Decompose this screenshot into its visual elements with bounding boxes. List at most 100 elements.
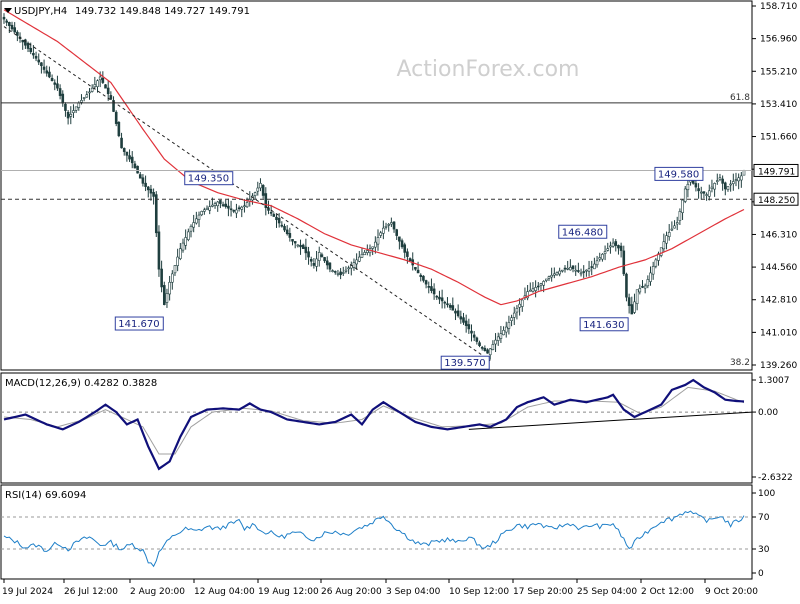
dropdown-triangle-icon[interactable] bbox=[4, 8, 12, 13]
price-tick-label: 156.960 bbox=[760, 35, 797, 45]
price-tag-label: 148.250 bbox=[758, 196, 795, 206]
candle-up bbox=[331, 270, 334, 272]
candle-down bbox=[26, 42, 30, 49]
candle-down bbox=[299, 244, 302, 248]
candle-up bbox=[547, 276, 551, 279]
candle-up bbox=[200, 211, 203, 216]
candle-down bbox=[16, 31, 19, 36]
candle-down bbox=[571, 265, 575, 270]
candle-down bbox=[614, 241, 618, 246]
candle-up bbox=[528, 289, 532, 292]
candle-up bbox=[235, 209, 238, 214]
candle-down bbox=[160, 268, 163, 288]
candle-up bbox=[384, 225, 388, 228]
candle-up bbox=[69, 113, 73, 117]
candle-down bbox=[130, 156, 134, 164]
candle-down bbox=[392, 221, 396, 230]
fib-61-8-label: 61.8 bbox=[730, 93, 750, 103]
time-tick-label: 17 Sep 20:00 bbox=[513, 587, 573, 597]
price-panel-frame bbox=[0, 0, 753, 371]
candle-down bbox=[237, 207, 241, 210]
candle-down bbox=[304, 246, 308, 254]
candle-up bbox=[74, 106, 78, 111]
candle-up bbox=[638, 288, 642, 293]
candle-up bbox=[213, 203, 217, 206]
candle-down bbox=[440, 297, 444, 302]
macd-line bbox=[3, 378, 745, 471]
candle-up bbox=[539, 283, 543, 286]
macd-tick-label: -2.6322 bbox=[758, 473, 793, 483]
candle-up bbox=[707, 190, 711, 197]
candle-up bbox=[545, 278, 548, 281]
candle-down bbox=[630, 304, 634, 315]
candle-down bbox=[13, 27, 16, 33]
callout-label: 141.670 bbox=[118, 319, 159, 330]
candle-down bbox=[53, 82, 57, 85]
candle-down bbox=[408, 258, 412, 262]
price-tick-label: 151.660 bbox=[760, 133, 797, 143]
candle-down bbox=[536, 285, 540, 288]
candle-up bbox=[379, 232, 382, 236]
candle-up bbox=[558, 270, 561, 275]
candle-down bbox=[229, 208, 233, 211]
candle-up bbox=[683, 188, 687, 202]
candle-down bbox=[122, 148, 126, 152]
candle-up bbox=[502, 330, 505, 336]
candle-up bbox=[347, 267, 350, 270]
candle-down bbox=[432, 288, 436, 295]
candle-up bbox=[165, 293, 169, 303]
rsi-panel-title: RSI(14) 69.6094 bbox=[5, 490, 86, 501]
candle-down bbox=[157, 231, 161, 270]
candle-up bbox=[726, 186, 730, 190]
candle-up bbox=[82, 97, 86, 99]
candle-down bbox=[56, 83, 59, 89]
candle-down bbox=[400, 240, 404, 248]
candle-up bbox=[646, 279, 650, 287]
candle-up bbox=[729, 183, 732, 186]
level-price-tag: 148.250 bbox=[753, 192, 799, 206]
candle-up bbox=[98, 76, 102, 81]
candle-down bbox=[32, 53, 35, 56]
candle-up bbox=[585, 269, 588, 272]
candle-down bbox=[333, 271, 337, 273]
candle-up bbox=[606, 248, 610, 251]
macd-tick-label: 1.3007 bbox=[758, 376, 790, 386]
time-tick-label: 12 Aug 04:00 bbox=[194, 587, 255, 597]
candle-up bbox=[355, 259, 358, 265]
rsi-layer bbox=[1, 510, 752, 568]
candle-down bbox=[448, 304, 452, 308]
candle-down bbox=[427, 286, 431, 288]
candle-up bbox=[681, 199, 684, 213]
candle-up bbox=[715, 180, 719, 182]
candle-up bbox=[387, 224, 390, 226]
candle-down bbox=[301, 244, 305, 249]
rsi-tick-label: 70 bbox=[758, 513, 770, 523]
candle-up bbox=[72, 110, 75, 113]
callout-box bbox=[114, 316, 164, 331]
candle-down bbox=[403, 244, 407, 253]
candle-up bbox=[371, 246, 374, 249]
candle-down bbox=[464, 320, 468, 326]
candle-down bbox=[430, 286, 433, 291]
candle-up bbox=[718, 177, 722, 180]
candle-up bbox=[566, 267, 569, 270]
candle-down bbox=[323, 257, 326, 262]
candle-up bbox=[651, 266, 655, 275]
candle-up bbox=[662, 241, 666, 250]
candle-down bbox=[66, 111, 70, 119]
candle-down bbox=[8, 22, 11, 26]
candle-down bbox=[272, 214, 276, 217]
time-tick-label: 9 Oct 20:00 bbox=[705, 587, 758, 597]
candle-down bbox=[435, 295, 439, 298]
candle-up bbox=[593, 263, 596, 270]
candle-down bbox=[106, 87, 110, 95]
moving-average-line bbox=[3, 9, 745, 306]
candle-down bbox=[577, 270, 580, 272]
candle-up bbox=[713, 183, 716, 190]
candle-up bbox=[542, 281, 545, 286]
candle-up bbox=[732, 181, 735, 184]
candle-down bbox=[721, 178, 724, 184]
candle-down bbox=[627, 297, 631, 306]
